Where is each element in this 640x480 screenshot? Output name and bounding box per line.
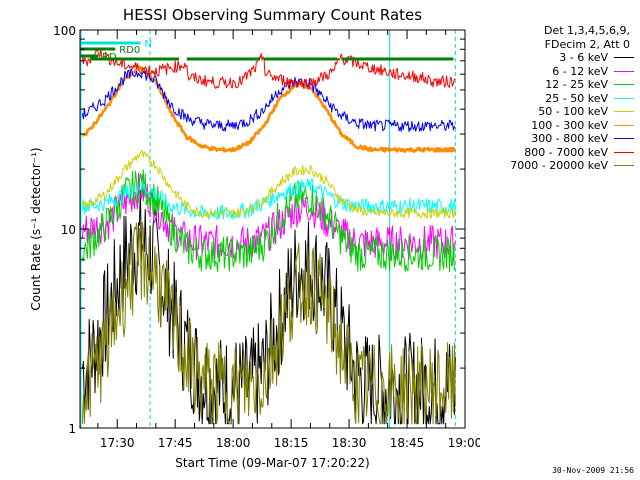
- legend-header-line-2: FDecim 2, Att 0: [544, 37, 630, 51]
- legend-entry-label: 7000 - 20000 keV: [510, 159, 608, 172]
- legend-swatch: [614, 124, 634, 126]
- legend-entry-3: 25 - 50 keV: [482, 92, 638, 106]
- flag-label-0: N: [144, 39, 151, 50]
- legend-entry-label: 25 - 50 keV: [545, 91, 608, 105]
- legend-swatch: [614, 84, 634, 86]
- series-line-4: [81, 150, 456, 219]
- legend-entry-label: 3 - 6 keV: [559, 51, 608, 64]
- legend-entry-label: 100 - 300 keV: [531, 118, 608, 132]
- flag-label-1: RD0: [119, 45, 140, 56]
- generation-timestamp: 30-Nov-2009 21:56: [552, 466, 634, 475]
- legend-entry-label: 300 - 800 keV: [531, 132, 608, 145]
- legend-entry-label: 12 - 25 keV: [545, 78, 608, 91]
- legend-swatch: [614, 111, 634, 113]
- legend-header-line-1: Det 1,3,4,5,6,9,: [543, 24, 630, 37]
- legend-swatch: [614, 138, 634, 140]
- legend-swatch: [614, 151, 634, 153]
- legend-entry-5: 100 - 300 keV: [482, 119, 638, 133]
- chart-title: HESSI Observing Summary Count Rates: [123, 6, 422, 24]
- series-line-2: [81, 169, 456, 273]
- series-line-3: [81, 178, 456, 221]
- legend-entry-2: 12 - 25 keV: [482, 78, 638, 92]
- legend-entry-4: 50 - 100 keV: [482, 105, 638, 119]
- chart-legend: Det 1,3,4,5,6,9, FDecim 2, Att 0 3 - 6 k…: [482, 24, 638, 173]
- count-rate-chart: HESSI Observing Summary Count RatesNRD0R…: [29, 6, 480, 470]
- x-tick-label-2: 18:00: [216, 436, 251, 450]
- x-tick-label-6: 19:00: [448, 436, 480, 450]
- legend-swatch: [614, 165, 634, 167]
- y-tick-label-2: 100: [53, 24, 76, 38]
- x-tick-label-3: 18:15: [274, 436, 309, 450]
- series-line-6: [81, 68, 456, 133]
- y-tick-label-0: 1: [68, 422, 76, 436]
- y-axis-label: Count Rate (s⁻¹ detector⁻¹): [29, 147, 43, 310]
- legend-entry-label: 800 - 7000 keV: [524, 145, 608, 159]
- x-tick-label-5: 18:45: [390, 436, 425, 450]
- legend-entry-6: 300 - 800 keV: [482, 132, 638, 146]
- legend-entry-0: 3 - 6 keV: [482, 51, 638, 65]
- x-tick-label-4: 18:30: [332, 436, 367, 450]
- legend-entry-1: 6 - 12 keV: [482, 65, 638, 79]
- x-tick-label-1: 17:45: [158, 436, 193, 450]
- x-axis-label: Start Time (09-Mar-07 17:20:22): [175, 456, 369, 470]
- series-line-5: [82, 65, 456, 153]
- x-tick-label-0: 17:30: [100, 436, 135, 450]
- y-tick-label-1: 10: [61, 223, 76, 237]
- legend-entry-label: 50 - 100 keV: [538, 105, 608, 118]
- series-line-8: [81, 221, 456, 425]
- legend-entry-8: 7000 - 20000 keV: [482, 159, 638, 173]
- legend-swatch: [614, 57, 634, 59]
- legend-swatch: [614, 70, 634, 72]
- legend-entry-7: 800 - 7000 keV: [482, 146, 638, 160]
- series-line-7: [81, 48, 456, 90]
- legend-entry-label: 6 - 12 keV: [552, 64, 608, 78]
- legend-swatch: [614, 97, 634, 99]
